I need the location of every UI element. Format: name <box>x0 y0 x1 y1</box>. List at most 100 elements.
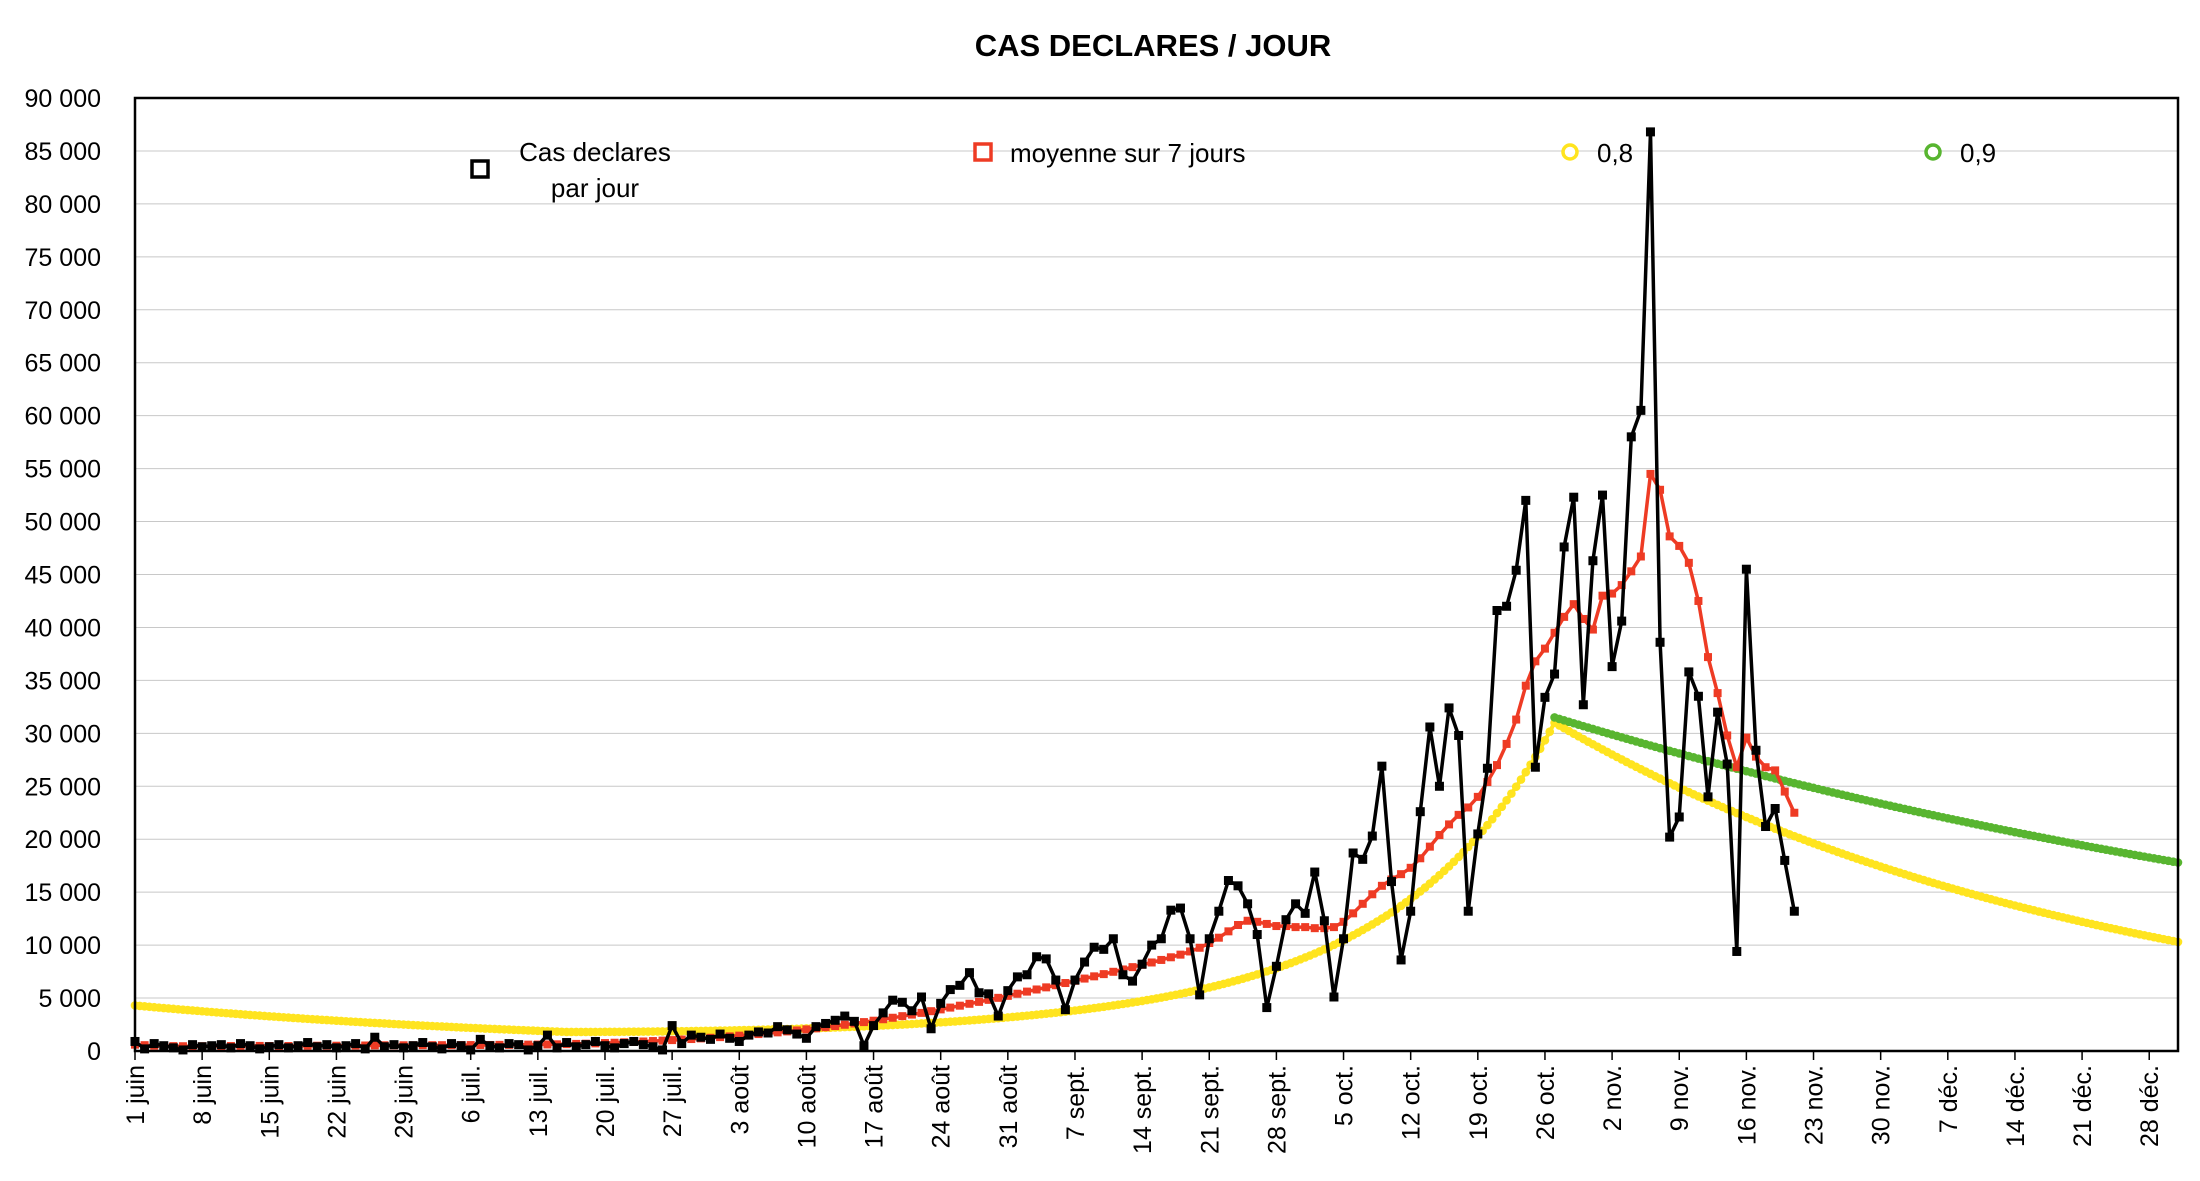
x-tick-label: 16 nov. <box>1733 1065 1761 1145</box>
data-point <box>447 1039 457 1049</box>
data-point <box>898 1012 907 1021</box>
data-point <box>1349 909 1358 918</box>
data-point <box>658 1036 667 1045</box>
data-point <box>590 1036 600 1046</box>
data-point <box>542 1030 552 1040</box>
data-point <box>725 1033 735 1043</box>
data-point <box>1090 972 1099 981</box>
data-point <box>927 1007 936 1016</box>
data-point <box>1722 759 1732 769</box>
data-point <box>917 992 927 1002</box>
series-0-8 <box>130 718 2183 1037</box>
data-point <box>610 1038 619 1047</box>
series-line <box>133 130 1797 1052</box>
data-point <box>562 1038 572 1048</box>
data-point <box>917 1008 926 1017</box>
data-point <box>1454 730 1464 740</box>
data-point <box>1234 920 1243 929</box>
data-point <box>1012 972 1022 982</box>
data-point <box>1271 961 1281 971</box>
data-point <box>1396 955 1406 965</box>
y-tick-label: 85 000 <box>25 138 101 166</box>
data-point <box>408 1041 418 1051</box>
data-point <box>1377 881 1386 890</box>
data-point <box>322 1040 332 1050</box>
data-point <box>1665 532 1674 541</box>
data-point <box>1013 989 1022 998</box>
data-point <box>1790 808 1799 817</box>
data-point <box>168 1043 178 1053</box>
data-point <box>399 1043 409 1053</box>
y-tick-label: 5 000 <box>38 985 101 1013</box>
data-point <box>1175 903 1185 913</box>
data-point <box>1099 944 1109 954</box>
data-point <box>1665 832 1675 842</box>
data-point <box>1521 767 1531 777</box>
data-point <box>1780 855 1790 865</box>
x-tick-label: 21 déc. <box>2069 1065 2097 1147</box>
data-point <box>782 1025 792 1035</box>
data-point <box>840 1020 849 1029</box>
data-point <box>705 1034 715 1044</box>
data-point <box>734 1036 744 1046</box>
data-point <box>1771 766 1780 775</box>
data-point <box>984 995 993 1004</box>
data-point <box>638 1040 648 1050</box>
x-tick-label: 17 août <box>861 1065 889 1148</box>
data-point <box>1713 689 1722 698</box>
data-point <box>1608 589 1617 598</box>
data-point <box>1060 1005 1070 1015</box>
data-point <box>1645 127 1655 137</box>
series-0-9 <box>1550 713 2183 867</box>
data-point <box>1761 822 1771 832</box>
data-point <box>773 1028 782 1037</box>
data-point <box>159 1041 169 1051</box>
x-tick-label: 12 oct. <box>1398 1065 1426 1140</box>
data-point <box>1493 761 1501 770</box>
y-tick-label: 60 000 <box>25 403 101 431</box>
data-point <box>1291 899 1301 909</box>
data-point <box>1704 653 1713 662</box>
data-point <box>879 1015 888 1024</box>
legend-item: 0,9 <box>1924 138 1996 168</box>
x-tick-label: 14 déc. <box>2002 1065 2030 1147</box>
data-point <box>514 1040 524 1050</box>
data-point <box>1626 432 1636 442</box>
data-point <box>1607 662 1617 672</box>
x-tick-label: 24 août <box>928 1065 956 1148</box>
data-point <box>475 1034 485 1044</box>
data-point <box>274 1040 284 1050</box>
data-point <box>1483 778 1492 787</box>
data-point <box>1530 762 1540 772</box>
data-point <box>1310 924 1319 933</box>
data-point <box>1003 986 1013 996</box>
data-point <box>1492 606 1502 616</box>
x-tick-label: 28 déc. <box>2136 1065 2164 1147</box>
data-point <box>1070 975 1080 985</box>
legend-item: 0,8 <box>1561 138 1633 168</box>
data-point <box>1367 831 1377 841</box>
data-point <box>1128 963 1137 972</box>
legend-marker <box>1561 143 1579 161</box>
x-tick-label: 1 juin <box>122 1065 150 1125</box>
data-point <box>1656 485 1665 494</box>
data-point <box>1166 953 1175 962</box>
data-point <box>1464 803 1473 812</box>
x-tick-label: 20 juil. <box>592 1065 620 1137</box>
data-point <box>255 1044 265 1054</box>
data-point <box>1214 933 1223 942</box>
data-point <box>1636 405 1646 415</box>
y-tick-label: 40 000 <box>25 614 101 642</box>
data-point <box>283 1043 293 1053</box>
data-point <box>792 1029 802 1039</box>
data-point <box>1540 692 1550 702</box>
x-tick-label: 2 nov. <box>1599 1065 1627 1131</box>
data-point <box>946 1003 955 1012</box>
series-line <box>134 472 1796 1048</box>
y-tick-label: 20 000 <box>25 826 101 854</box>
data-point <box>1483 820 1492 830</box>
legend: Cas declares par jour moyenne sur 7 jours 0… <box>470 137 1996 203</box>
data-point <box>264 1042 274 1052</box>
